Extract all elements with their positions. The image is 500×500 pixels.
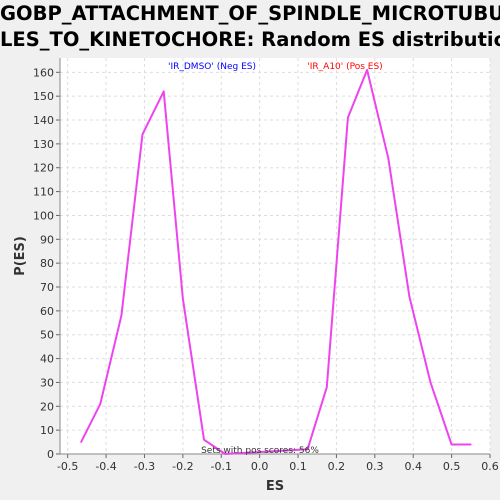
data-point — [429, 381, 432, 384]
grid-lines — [60, 58, 491, 455]
legend-pos-es: 'IR_A10' (Pos ES) — [307, 62, 382, 72]
data-point — [347, 116, 349, 119]
y-tick-label: 0 — [47, 448, 54, 461]
data-point — [408, 295, 411, 298]
data-point — [450, 443, 453, 446]
x-tick-label: 0.6 — [481, 460, 499, 473]
legend-neg-es: 'IR_DMSO' (Neg ES) — [168, 62, 256, 72]
y-tick-label: 70 — [40, 281, 54, 294]
y-tick-label: 160 — [33, 66, 54, 79]
chart-title-line-2: LES_TO_KINETOCHORE: Random ES distributi… — [0, 28, 500, 51]
y-axis-label: P(ES) — [13, 236, 28, 276]
x-tick-label: -0.2 — [172, 460, 193, 473]
x-tick-label: 0.2 — [328, 460, 346, 473]
x-tick-label: 0.1 — [289, 460, 307, 473]
data-point — [306, 448, 309, 451]
y-tick-label: 30 — [40, 376, 54, 389]
x-tick-label: -0.4 — [95, 460, 116, 473]
y-tick-label: 100 — [33, 209, 54, 222]
y-tick-label: 40 — [40, 353, 54, 366]
y-tick-label: 120 — [33, 162, 54, 175]
x-tick-label: 0.5 — [443, 460, 461, 473]
x-tick-label: -0.3 — [134, 460, 155, 473]
data-point — [120, 314, 123, 317]
axes — [56, 58, 491, 458]
x-tick-label: 0.4 — [404, 460, 422, 473]
pos-scores-annotation: Sets with pos scores: 56% — [201, 446, 319, 456]
y-tick-label: 140 — [33, 114, 54, 127]
x-tick-label: 0.3 — [366, 460, 384, 473]
data-point — [366, 69, 368, 71]
y-tick-labels: 0 10 20 30 40 50 60 70 80 90 100 110 120 130 140 150 160 — [33, 66, 54, 461]
y-tick-label: 10 — [40, 424, 54, 437]
y-tick-label: 110 — [33, 186, 54, 199]
data-point — [162, 90, 165, 93]
x-axis-label: ES — [266, 479, 284, 494]
x-tick-labels: -0.5 -0.4 -0.3 -0.2 -0.1 0.0 0.1 0.2 0.3 0.4 0.5 0.… — [57, 460, 499, 473]
x-tick-label: -0.1 — [211, 460, 232, 473]
x-tick-label: -0.5 — [57, 460, 78, 473]
data-point — [99, 403, 102, 405]
chart-title-line-1: GOBP_ATTACHMENT_OF_SPINDLE_MICROTUBU — [0, 2, 500, 25]
x-tick-label: 0.0 — [251, 460, 269, 473]
data-point — [326, 386, 328, 389]
y-tick-label: 130 — [33, 138, 54, 151]
data-point — [203, 438, 205, 441]
y-tick-label: 150 — [33, 90, 54, 103]
y-tick-label: 90 — [40, 233, 54, 246]
plot-area — [60, 58, 490, 454]
data-point — [141, 133, 144, 136]
y-tick-label: 50 — [40, 329, 54, 342]
data-point — [182, 298, 184, 300]
data-point — [470, 443, 472, 446]
data-point — [224, 453, 226, 455]
data-point — [387, 157, 390, 159]
y-tick-label: 80 — [40, 257, 54, 270]
series-layer — [80, 68, 472, 455]
data-point — [80, 441, 82, 443]
y-tick-label: 60 — [40, 305, 54, 318]
y-tick-label: 20 — [40, 400, 54, 413]
